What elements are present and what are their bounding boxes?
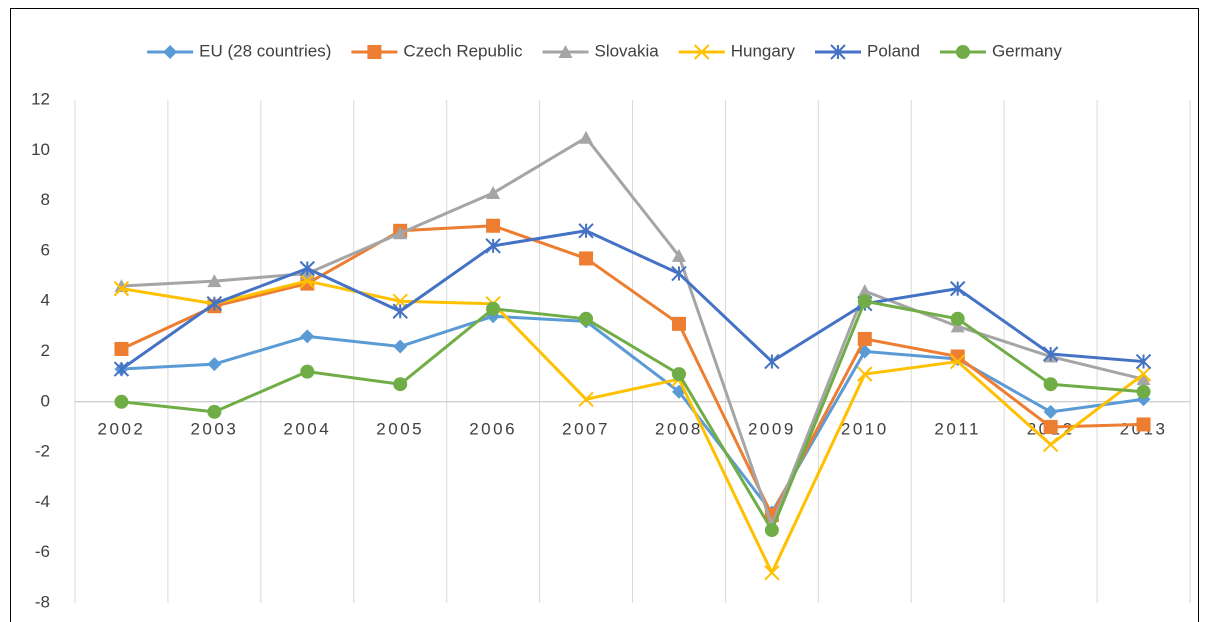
y-tick-label: -2 xyxy=(35,442,50,461)
marker xyxy=(579,311,594,326)
marker xyxy=(579,130,594,144)
marker xyxy=(299,273,315,289)
marker xyxy=(764,353,780,370)
y-tick-label: 4 xyxy=(41,291,50,310)
marker xyxy=(300,329,315,344)
legend-label: Germany xyxy=(992,41,1062,60)
marker xyxy=(857,331,872,346)
legend-label: Czech Republic xyxy=(403,41,523,60)
marker xyxy=(1042,436,1059,453)
marker xyxy=(1042,346,1059,362)
marker xyxy=(764,565,780,581)
marker xyxy=(955,45,970,59)
marker xyxy=(830,44,846,60)
marker xyxy=(393,339,408,354)
marker xyxy=(163,45,178,59)
x-tick-label: 2005 xyxy=(376,419,424,438)
marker xyxy=(857,294,872,309)
marker xyxy=(950,280,966,297)
marker xyxy=(486,186,501,200)
marker xyxy=(393,377,408,392)
legend-label: Poland xyxy=(867,41,920,60)
marker xyxy=(579,251,594,266)
y-tick-label: 10 xyxy=(31,140,50,159)
marker xyxy=(857,284,872,298)
marker xyxy=(578,391,594,407)
x-tick-label: 2002 xyxy=(98,419,146,438)
x-tick-label: 2006 xyxy=(469,419,517,438)
x-tick-label: 2004 xyxy=(283,419,331,438)
x-tick-label: 2011 xyxy=(934,419,981,438)
x-tick-label: 2003 xyxy=(190,419,238,438)
marker xyxy=(671,265,687,282)
marker xyxy=(486,218,501,233)
legend-item: Czech Republic xyxy=(351,41,523,60)
marker xyxy=(671,367,686,382)
x-tick-label: 2010 xyxy=(841,419,889,438)
y-tick-label: 12 xyxy=(31,89,50,108)
marker xyxy=(114,341,129,356)
y-tick-label: -6 xyxy=(35,542,50,561)
marker xyxy=(1135,353,1152,370)
marker xyxy=(299,260,315,277)
marker xyxy=(1136,417,1151,432)
marker xyxy=(393,226,408,240)
marker xyxy=(950,349,965,364)
legend-label: EU (28 countries) xyxy=(199,41,331,60)
legend-label: Slovakia xyxy=(594,41,659,60)
marker xyxy=(558,45,573,58)
legend-label: Hungary xyxy=(731,41,796,60)
marker xyxy=(207,357,222,372)
series-line xyxy=(121,279,1145,575)
y-tick-label: -8 xyxy=(35,592,50,611)
legend-item: EU (28 countries) xyxy=(147,41,331,60)
x-tick-label: 2007 xyxy=(562,419,610,438)
marker xyxy=(485,238,501,254)
marker xyxy=(950,353,966,370)
marker xyxy=(1043,377,1058,392)
marker xyxy=(671,248,686,262)
marker xyxy=(300,364,315,379)
marker xyxy=(671,316,686,331)
marker xyxy=(950,319,965,333)
marker xyxy=(486,301,501,316)
marker xyxy=(113,280,130,297)
y-tick-label: 2 xyxy=(41,341,50,360)
marker xyxy=(578,223,594,239)
marker xyxy=(1136,372,1151,386)
chart-frame xyxy=(10,8,1199,622)
series-line xyxy=(120,224,1144,517)
marker xyxy=(764,523,779,538)
legend-item: Germany xyxy=(939,41,1062,60)
y-tick-label: -4 xyxy=(35,492,50,511)
series-line xyxy=(120,229,1144,371)
y-tick-label: 8 xyxy=(41,190,50,209)
marker xyxy=(207,404,222,419)
y-tick-label: 0 xyxy=(41,391,50,410)
marker xyxy=(1043,419,1058,434)
legend-item: Hungary xyxy=(678,41,796,60)
marker xyxy=(300,276,315,291)
marker xyxy=(206,296,223,312)
marker xyxy=(113,361,130,377)
marker xyxy=(114,394,129,409)
marker xyxy=(207,274,222,288)
marker xyxy=(950,311,965,326)
marker xyxy=(857,366,873,382)
marker xyxy=(1136,384,1151,399)
marker xyxy=(367,45,382,59)
series-line xyxy=(121,299,1144,532)
marker xyxy=(694,44,710,60)
x-tick-label: 2008 xyxy=(655,419,703,438)
marker xyxy=(1043,404,1058,419)
marker xyxy=(392,303,408,319)
legend-item: Poland xyxy=(815,41,920,60)
marker xyxy=(1135,366,1152,382)
y-tick-label: 6 xyxy=(41,240,50,259)
x-tick-label: 2009 xyxy=(748,419,796,438)
legend-item: Slovakia xyxy=(542,41,659,60)
